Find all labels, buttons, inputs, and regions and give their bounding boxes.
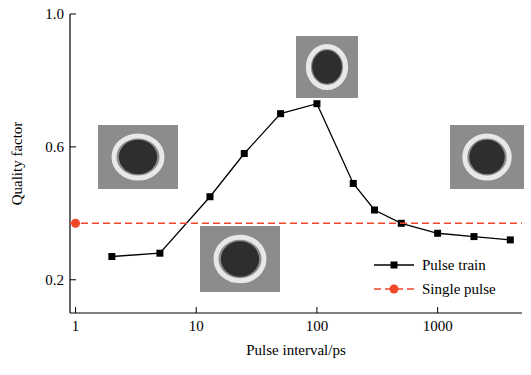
data-point [108,253,115,260]
data-point [507,236,514,243]
inset-hole [221,241,259,277]
plot-area [70,100,522,260]
data-point [277,110,284,117]
y-tick [70,14,76,15]
inset-frame [296,36,358,98]
x-tick [437,307,438,313]
legend-label: Pulse train [422,257,486,273]
inset-frame [200,226,280,292]
legend-marker [390,285,399,294]
x-tick-label: 1000 [423,318,453,334]
inset-image [200,226,280,292]
data-point [470,233,477,240]
data-point [350,180,357,187]
data-point [313,100,320,107]
inset-hole [119,140,157,175]
inset-frame [98,125,178,189]
legend-label: Single pulse [422,281,496,297]
x-tick-label: 10 [189,318,204,334]
y-tick-label: 1.0 [45,6,64,22]
legend-marker [391,262,398,269]
inset-hole [312,50,342,83]
inset-rim [216,237,264,281]
data-point [206,193,213,200]
y-axis [69,14,70,313]
legend: Pulse train Single pulse [374,257,496,297]
inset-rim [465,136,509,178]
inset-image [296,36,358,98]
background [0,0,531,375]
x-tick-label: 100 [306,318,329,334]
y-tick [70,146,76,147]
y-axis-title: Quality factor [9,122,25,206]
x-tick [316,307,317,313]
inset-hole [469,140,505,175]
y-tick [70,279,76,280]
x-axis-title: Pulse interval/ps [246,342,346,358]
inset-rim [308,47,345,88]
data-point [156,250,163,257]
inset-image [450,125,524,189]
inset-frame [450,125,524,189]
series-line [112,104,510,257]
data-point [371,207,378,214]
y-tick-label: 0.6 [45,139,64,155]
x-tick [196,307,197,313]
chart: 1 10 100 1000 0.2 0.6 1.0 Pulse interval/ps Qual… [0,0,531,375]
x-tick [75,307,76,313]
reference-line [70,223,522,225]
y-tick-label: 0.2 [45,272,64,288]
data-point [241,150,248,157]
x-tick-label: 1 [72,318,80,334]
x-axis [70,312,522,313]
data-point [434,230,441,237]
inset-image [98,125,178,189]
inset-rim [114,136,162,178]
reference-point [71,219,80,228]
